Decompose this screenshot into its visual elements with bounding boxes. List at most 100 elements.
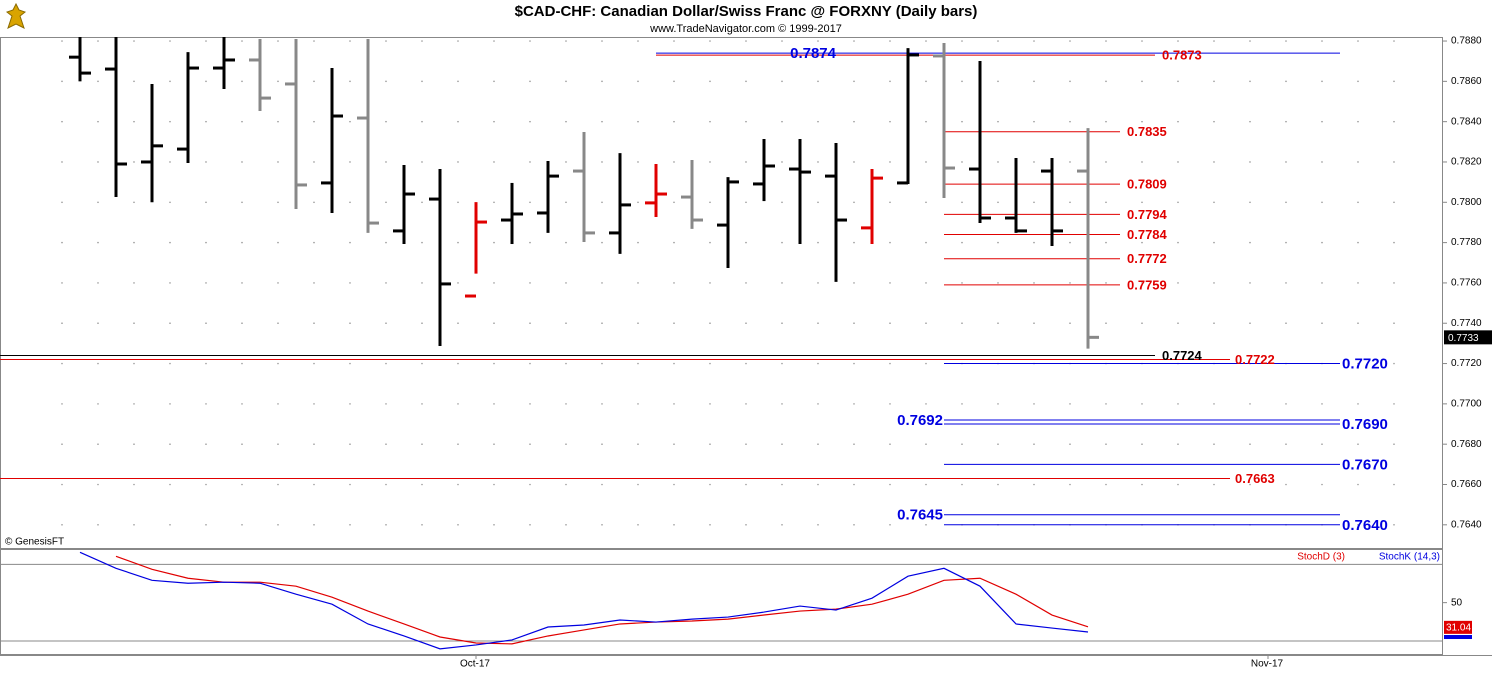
grid-dot [61,241,63,244]
grid-dot [745,201,747,204]
y-tick-label: 0.7780 [1451,237,1482,248]
grid-dot [1105,201,1107,204]
grid-dot [637,120,639,123]
grid-dot [385,80,387,83]
grid-dot [169,40,171,42]
grid-dot [637,443,639,445]
grid-dot [457,80,459,83]
grid-dot [457,40,459,42]
grid-dot [1357,322,1359,325]
grid-dot [817,282,819,284]
grid-dot [637,362,639,365]
grid-dot [1393,483,1395,486]
grid-dot [817,403,819,405]
grid-dot [493,403,495,405]
grid-dot [781,483,783,486]
level-label: 0.7692 [897,412,943,429]
grid-dot [637,241,639,244]
grid-dot [601,120,603,123]
grid-dot [817,362,819,365]
grid-dot [385,483,387,486]
grid-dot [1213,201,1215,204]
grid-dot [745,80,747,83]
grid-dot [925,322,927,325]
grid-dot [925,241,927,244]
grid-dot [781,40,783,42]
grid-dot [205,524,207,526]
grid-dot [1177,40,1179,42]
grid-dot [709,524,711,526]
grid-dot [97,322,99,325]
grid-dot [1141,322,1143,325]
grid-dot [817,40,819,42]
grid-dot [709,161,711,163]
grid-dot [493,80,495,83]
grid-dot [97,201,99,204]
grid-dot [853,403,855,405]
grid-dot [853,282,855,284]
grid-dot [169,282,171,284]
grid-dot [421,362,423,365]
level-label: 0.7645 [897,507,943,524]
grid-dot [1213,403,1215,405]
grid-dot [817,483,819,486]
grid-dot [1141,161,1143,163]
grid-dot [1213,282,1215,284]
grid-dot [817,201,819,204]
grid-dot [205,80,207,83]
grid-dot [1177,443,1179,445]
grid-dot [565,161,567,163]
grid-dot [1213,483,1215,486]
grid-dot [169,80,171,83]
grid-dot [1213,120,1215,123]
level-label: 0.7690 [1342,416,1388,433]
grid-dot [709,443,711,445]
price-pane [0,37,1443,549]
grid-dot [1141,80,1143,83]
grid-dot [385,524,387,526]
grid-dot [1213,443,1215,445]
grid-dot [673,40,675,42]
grid-dot [565,201,567,204]
grid-dot [421,322,423,325]
grid-dot [133,443,135,445]
grid-dot [853,161,855,163]
grid-dot [493,241,495,244]
grid-dot [133,120,135,123]
grid-dot [1105,40,1107,42]
grid-dot [853,524,855,526]
grid-dot [1033,403,1035,405]
grid-dot [421,161,423,163]
grid-dot [169,403,171,405]
grid-dot [529,483,531,486]
grid-dot [1393,80,1395,83]
grid-dot [1357,362,1359,365]
grid-dot [997,483,999,486]
grid-dot [169,201,171,204]
grid-dot [241,524,243,526]
grid-dot [781,201,783,204]
grid-dot [385,443,387,445]
grid-dot [97,403,99,405]
grid-dot [781,443,783,445]
grid-dot [421,120,423,123]
grid-dot [565,362,567,365]
grid-dot [241,120,243,123]
grid-dot [601,483,603,486]
grid-dot [997,40,999,42]
grid-dot [1177,483,1179,486]
grid-dot [421,403,423,405]
grid-dot [205,161,207,163]
grid-dot [133,80,135,83]
grid-dot [205,201,207,204]
grid-dot [421,241,423,244]
grid-dot [349,161,351,163]
level-label: 0.7794 [1127,207,1168,222]
grid-dot [565,241,567,244]
grid-dot [1393,201,1395,204]
grid-dot [1213,161,1215,163]
grid-dot [1321,483,1323,486]
grid-dot [565,40,567,42]
grid-dot [709,282,711,284]
